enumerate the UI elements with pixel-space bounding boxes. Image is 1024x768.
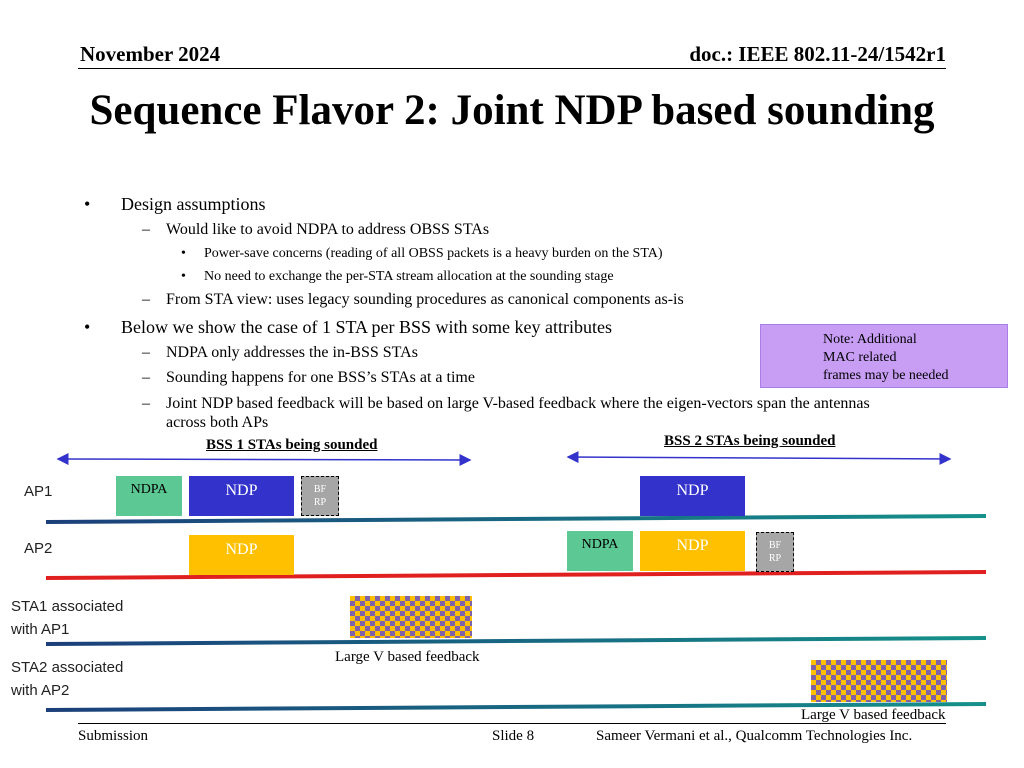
header-date: November 2024 [80, 42, 221, 66]
row-label-ap2: AP2 [24, 540, 53, 557]
footer-author: Sameer Vermani et al., Qualcomm Technolo… [596, 728, 913, 744]
ap1-ndp-frame-bss2: NDP [640, 476, 745, 516]
bullet-power-save: Power-save concerns (reading of all OBSS… [204, 246, 663, 261]
slide-title: Sequence Flavor 2: Joint NDP based sound… [89, 87, 935, 134]
ap2-timeline [45, 570, 987, 580]
bullet-dot: • [84, 317, 91, 337]
bullet-dash: – [142, 344, 150, 361]
footer-slide-number: Slide 8 [492, 728, 535, 744]
row-label-sta2: STA2 associated with AP2 [11, 659, 124, 699]
bullet-below-case: Below we show the case of 1 STA per BSS … [121, 317, 612, 337]
bullet-dash: – [142, 369, 150, 386]
bullet-joint-ndp-feedback: Joint NDP based feedback will be based o… [166, 395, 870, 412]
bss2-label: BSS 2 STAs being sounded [664, 433, 836, 449]
bullet-dot: • [181, 269, 186, 284]
sta2-feedback-caption: Large V based feedback [801, 707, 946, 723]
sta2-feedback-frame [811, 660, 947, 702]
bullet-one-bss-at-time: Sounding happens for one BSS’s STAs at a… [166, 369, 475, 386]
ap2-bfrp-frame: BF RP [756, 532, 794, 572]
ap1-ndp-frame: NDP [189, 476, 294, 516]
header-rule [78, 68, 946, 69]
ap2-ndp-frame-bss2: NDP [640, 531, 745, 571]
sta1-timeline [45, 636, 987, 646]
bullet-avoid-ndpa: Would like to avoid NDPA to address OBSS… [166, 221, 490, 238]
note-box: Note: Additional MAC related frames may … [760, 324, 1008, 388]
header-doc-id: doc.: IEEE 802.11-24/1542r1 [689, 42, 946, 66]
row-label-sta1: STA1 associated with AP1 [11, 598, 124, 638]
bullet-no-exchange: No need to exchange the per-STA stream a… [204, 269, 614, 284]
sta1-feedback-frame [350, 596, 472, 638]
bullet-dash: – [142, 221, 150, 238]
row-label-ap1: AP1 [24, 483, 53, 500]
ap1-timeline [45, 514, 987, 524]
bullet-dot: • [84, 194, 91, 214]
ap2-ndpa-frame: NDPA [567, 531, 633, 571]
bullet-dash: – [142, 395, 150, 412]
bullet-ndpa-in-bss: NDPA only addresses the in-BSS STAs [166, 344, 418, 361]
sta1-feedback-caption: Large V based feedback [335, 649, 480, 665]
ap2-ndp-frame: NDP [189, 535, 294, 575]
bss1-label: BSS 1 STAs being sounded [206, 437, 378, 453]
footer-submission: Submission [78, 728, 149, 744]
bullet-dot: • [181, 246, 186, 261]
bss2-arrow [566, 451, 952, 465]
ap1-bfrp-frame: BF RP [301, 476, 339, 516]
ap1-ndpa-frame: NDPA [116, 476, 182, 516]
note-text: Note: Additional MAC related frames may … [823, 332, 949, 383]
footer-rule [78, 723, 946, 724]
bullet-sta-view: From STA view: uses legacy sounding proc… [166, 291, 684, 308]
sta2-timeline [45, 702, 987, 712]
bss1-arrow [56, 453, 472, 466]
bullet-joint-ndp-feedback-cont: across both APs [166, 414, 269, 431]
bullet-dash: – [142, 291, 150, 308]
bullet-design-assumptions: Design assumptions [121, 194, 266, 214]
